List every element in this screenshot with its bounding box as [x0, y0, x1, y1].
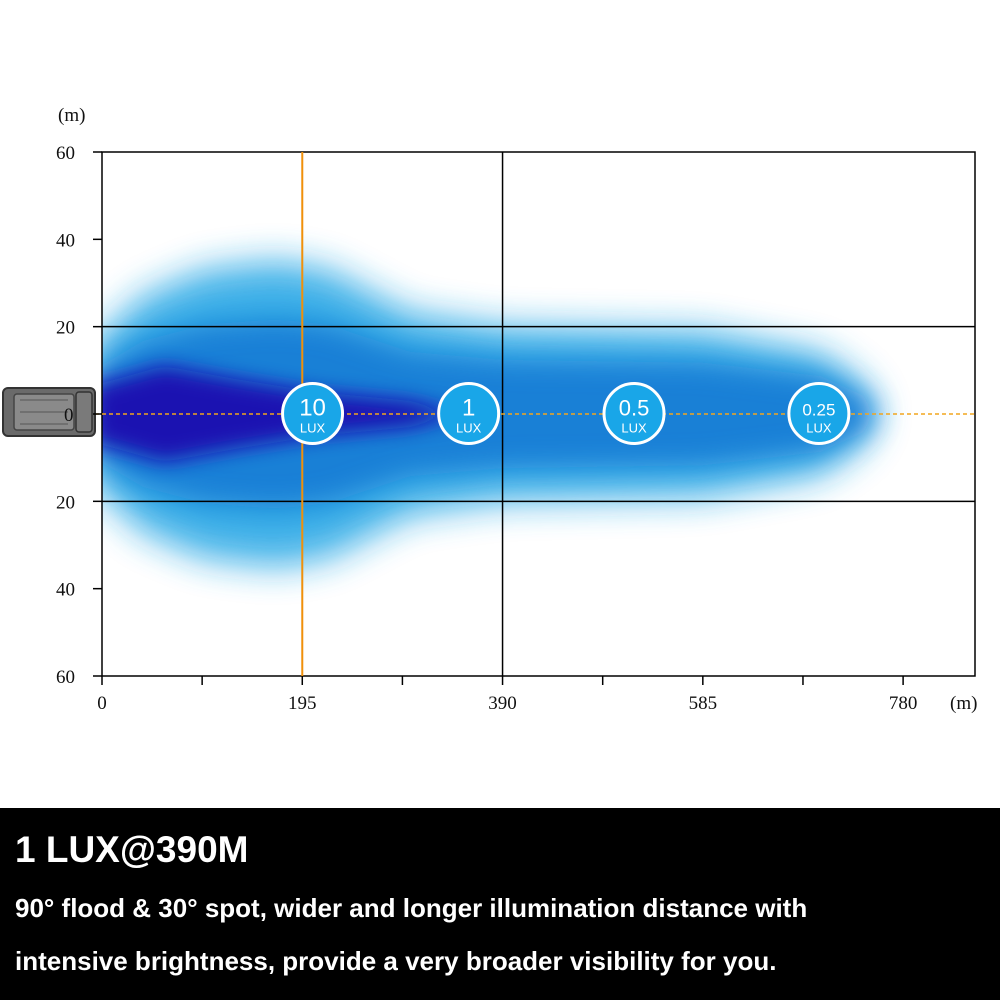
lux-marker-unit: LUX	[300, 421, 326, 436]
lux-marker-unit: LUX	[621, 421, 647, 436]
y-tick-label: 20	[56, 492, 75, 513]
caption-line-2: intensive brightness, provide a very bro…	[15, 946, 777, 976]
lux-marker-circle	[437, 382, 501, 445]
x-tick-label: 780	[889, 693, 918, 714]
y-tick-label: 0	[64, 405, 74, 426]
y-tick-label: 60	[56, 143, 75, 164]
lux-marker-unit: LUX	[456, 421, 482, 436]
x-axis-unit: (m)	[950, 693, 977, 714]
caption-line-1: 90° flood & 30° spot, wider and longer i…	[15, 893, 808, 923]
x-tick-label: 585	[689, 693, 718, 714]
lux-marker-value: 0.5	[619, 396, 650, 421]
y-tick-label: 40	[56, 230, 75, 251]
lux-marker-circle	[787, 382, 851, 445]
x-tick-label: 0	[97, 693, 107, 714]
x-axis-ticks: 0 195 390 585 780	[97, 676, 917, 714]
x-tick-label: 390	[488, 693, 517, 714]
y-tick-label: 20	[56, 318, 75, 339]
lux-marker-value: 10	[299, 395, 326, 422]
lux-marker-circle	[281, 382, 345, 445]
lux-marker-value: 0.25	[802, 401, 835, 420]
caption-panel: 1 LUX@390M 90° flood & 30° spot, wider a…	[0, 808, 1000, 1000]
x-tick-label: 195	[288, 693, 317, 714]
y-tick-label: 40	[56, 580, 75, 601]
caption-title: 1 LUX@390M	[15, 829, 249, 870]
caption-body: 90° flood & 30° spot, wider and longer i…	[15, 882, 976, 988]
lux-marker-value: 1	[462, 395, 475, 422]
y-tick-label: 60	[56, 667, 75, 688]
lux-marker-unit: LUX	[806, 421, 832, 436]
y-axis-ticks: 60 40 20 0 20 40 60	[56, 143, 102, 688]
lux-marker-circle	[602, 382, 666, 445]
truck-icon	[2, 387, 96, 437]
y-axis-unit: (m)	[58, 105, 85, 126]
